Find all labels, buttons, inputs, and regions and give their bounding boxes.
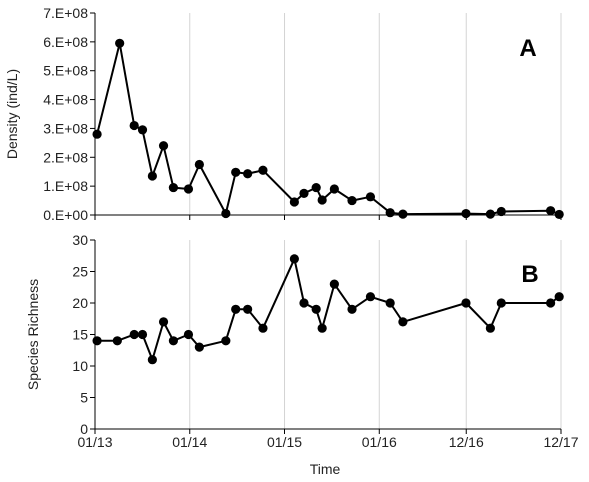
data-point (258, 323, 268, 333)
data-point (554, 209, 564, 220)
x-tick-label: 12/16 (449, 434, 484, 450)
y-tick-label: 4.E+08 (43, 92, 88, 108)
data-point (311, 182, 321, 193)
data-point (496, 298, 506, 308)
panel-label: B (521, 261, 538, 288)
y-tick-label: 6.E+08 (43, 34, 88, 50)
data-point (485, 323, 495, 333)
data-point (168, 182, 179, 193)
panel-label: A (519, 35, 536, 62)
y-tick-label: 0.E+00 (43, 207, 88, 223)
data-point (398, 317, 408, 327)
data-point (258, 165, 268, 175)
data-point (183, 329, 194, 340)
x-tick-label: 01/14 (172, 434, 207, 450)
data-point (365, 192, 376, 202)
data-point (92, 336, 102, 346)
y-tick-label: 20 (72, 295, 88, 311)
y-tick-label: 5.E+08 (43, 63, 88, 79)
x-axis-title: Time (310, 461, 341, 477)
data-point (221, 336, 231, 346)
data-point (329, 279, 339, 289)
data-point (289, 254, 299, 264)
data-point (461, 208, 471, 219)
x-tick-label: 01/13 (77, 434, 112, 450)
data-point (347, 195, 357, 206)
data-point (385, 208, 395, 218)
x-tick-label: 01/15 (267, 434, 302, 450)
x-tick-label: 01/16 (362, 434, 397, 450)
series-line (97, 257, 560, 361)
y-tick-label: 3.E+08 (43, 120, 88, 136)
y-axis-title: Species Richness (25, 279, 41, 390)
data-point (194, 342, 204, 352)
data-point (554, 292, 564, 302)
data-point (168, 336, 179, 346)
y-tick-label: 0 (80, 421, 88, 437)
x-tick-label: 12/17 (543, 434, 578, 450)
data-point (231, 167, 241, 177)
data-point (546, 298, 556, 308)
panel-b-species-richness: 0 5 10 15 20 25 30 01/13 01/14 01/15 01/16 12/16 12/… (25, 232, 579, 477)
data-point (221, 208, 231, 219)
data-point (147, 355, 157, 365)
data-point (92, 129, 102, 139)
data-point (311, 304, 321, 314)
data-point (329, 184, 339, 194)
data-point (158, 317, 169, 327)
data-point (194, 159, 204, 170)
data-point (317, 195, 327, 205)
data-point (243, 169, 253, 179)
data-point (243, 304, 253, 314)
y-tick-label: 7.E+08 (43, 5, 88, 21)
data-point (485, 209, 495, 219)
data-point (147, 171, 157, 181)
data-point (129, 329, 139, 340)
y-tick-label: 10 (72, 358, 88, 374)
y-tick-label: 5 (80, 390, 88, 406)
y-axis-title: Density (ind/L) (4, 69, 20, 159)
data-point (183, 184, 194, 194)
series-line (96, 42, 560, 216)
y-tick-label: 2.E+08 (43, 149, 88, 165)
data-point (546, 206, 556, 216)
data-point (289, 197, 299, 207)
data-point (299, 298, 309, 308)
data-point (496, 206, 506, 217)
data-point (129, 120, 139, 131)
data-point (137, 329, 148, 340)
panel-a-density: 0.E+00 1.E+08 2.E+08 3.E+08 4.E+08 5.E+08 6.E+… (4, 5, 564, 223)
data-point (115, 38, 125, 48)
data-point (398, 209, 408, 219)
data-point (365, 292, 376, 302)
data-point (158, 141, 169, 151)
data-point (317, 323, 327, 333)
y-tick-label: 15 (72, 327, 88, 343)
y-tick-label: 1.E+08 (43, 178, 88, 194)
y-tick-label: 30 (72, 232, 88, 248)
data-point (299, 188, 309, 198)
data-point (461, 298, 471, 308)
data-point (231, 304, 241, 314)
y-tick-label: 25 (72, 264, 88, 280)
data-point (112, 336, 122, 346)
data-point (385, 298, 395, 308)
data-point (347, 304, 357, 314)
data-point (137, 125, 148, 135)
